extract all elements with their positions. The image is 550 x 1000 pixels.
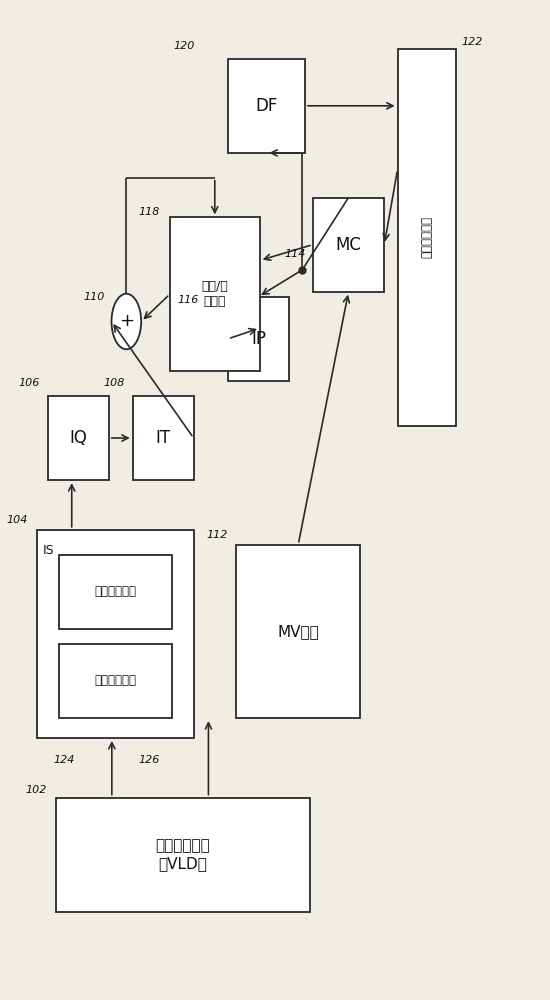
Text: 第一转置过程: 第一转置过程 [95,585,136,598]
FancyBboxPatch shape [37,530,194,738]
FancyBboxPatch shape [56,798,310,912]
Text: IP: IP [251,330,266,348]
Text: 118: 118 [139,207,160,217]
FancyBboxPatch shape [398,49,456,426]
Text: 第二转置过程: 第二转置过程 [95,674,136,687]
Text: MV计算: MV计算 [277,624,319,639]
Text: 114: 114 [284,249,306,259]
Text: 102: 102 [25,785,47,795]
FancyBboxPatch shape [58,644,172,718]
Text: 108: 108 [103,378,125,388]
FancyBboxPatch shape [48,396,109,480]
Text: 熵解码器（例
如VLD）: 熵解码器（例 如VLD） [156,838,211,871]
Text: 124: 124 [53,755,74,765]
FancyBboxPatch shape [228,297,289,381]
FancyBboxPatch shape [236,545,360,718]
Text: 104: 104 [7,515,28,525]
FancyBboxPatch shape [313,198,384,292]
Text: IQ: IQ [69,429,87,447]
Text: IS: IS [43,544,54,557]
Text: 参考帧缓存器: 参考帧缓存器 [420,216,433,258]
Text: 106: 106 [19,378,40,388]
Text: 110: 110 [84,292,105,302]
Circle shape [112,294,141,349]
Text: +: + [119,312,134,330]
Text: 帧间/帧
内选择: 帧间/帧 内选择 [201,280,228,308]
FancyBboxPatch shape [170,217,260,371]
FancyBboxPatch shape [58,555,172,629]
Text: 122: 122 [461,37,482,47]
FancyBboxPatch shape [228,59,305,153]
Text: 116: 116 [178,295,199,305]
Text: 112: 112 [207,530,228,540]
Text: MC: MC [336,236,361,254]
Text: 126: 126 [138,755,160,765]
Text: IT: IT [156,429,170,447]
Text: 120: 120 [174,41,195,51]
Text: DF: DF [255,97,278,115]
FancyBboxPatch shape [133,396,194,480]
